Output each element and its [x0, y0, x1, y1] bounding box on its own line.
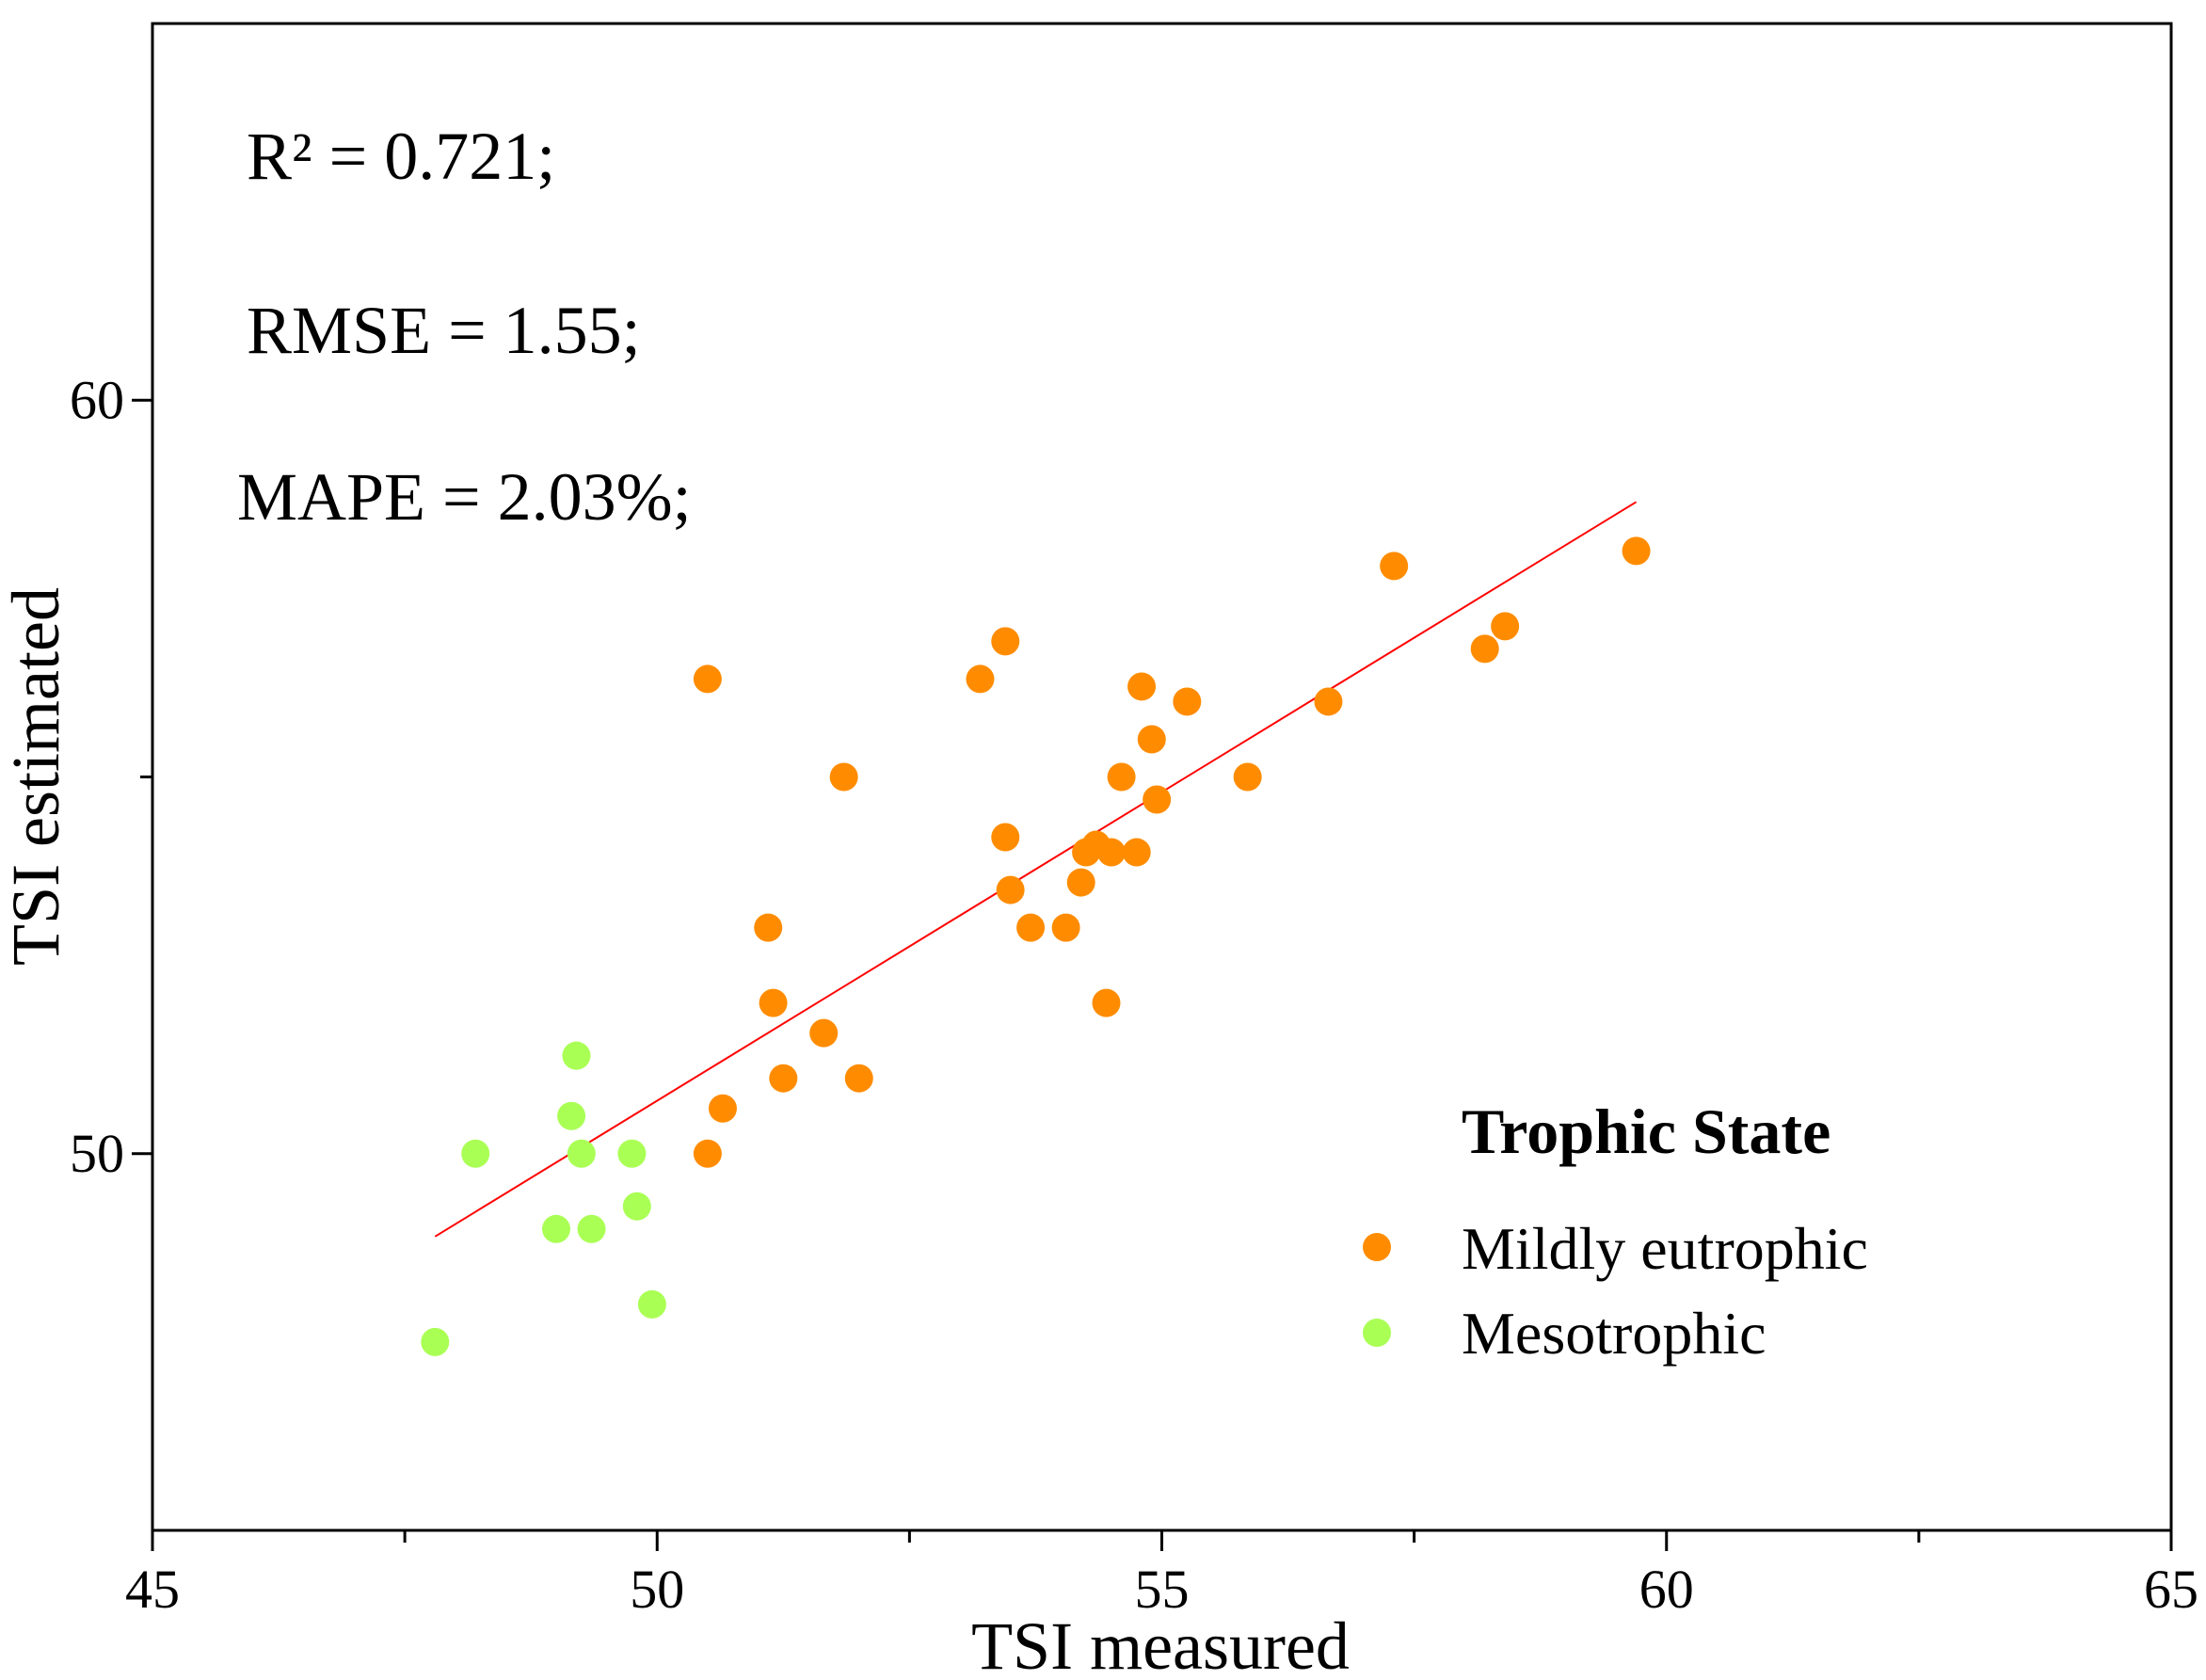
- x-tick-label: 45: [125, 1559, 180, 1620]
- point-mildly-eutrophic: [759, 988, 788, 1017]
- point-mildly-eutrophic: [1127, 672, 1157, 701]
- point-mesotrophic: [577, 1214, 606, 1243]
- point-mildly-eutrophic: [1491, 612, 1520, 641]
- point-mildly-eutrophic: [1016, 913, 1046, 942]
- point-mildly-eutrophic: [991, 823, 1020, 852]
- point-mildly-eutrophic: [693, 1139, 722, 1168]
- x-tick-label: 60: [1639, 1559, 1694, 1620]
- point-mildly-eutrophic: [1143, 785, 1172, 814]
- legend-label-mesotrophic: Mesotrophic: [1462, 1300, 1766, 1367]
- point-mildly-eutrophic: [829, 762, 858, 792]
- point-mildly-eutrophic: [1096, 838, 1126, 867]
- y-tick-label: 60: [70, 369, 124, 430]
- legend-title: Trophic State: [1462, 1096, 1830, 1167]
- point-mildly-eutrophic: [991, 627, 1020, 656]
- y-tick-label: 50: [70, 1123, 124, 1184]
- point-mildly-eutrophic: [1107, 762, 1136, 792]
- legend: Trophic State Mildly eutrophic Mesotroph…: [1363, 1096, 1868, 1367]
- point-mildly-eutrophic: [1380, 552, 1409, 581]
- point-mildly-eutrophic: [1122, 838, 1151, 867]
- regression-line: [434, 501, 1638, 1238]
- x-axis-title: TSI measured: [971, 1608, 1350, 1680]
- point-mildly-eutrophic: [1233, 762, 1262, 792]
- point-mildly-eutrophic: [844, 1064, 873, 1093]
- point-mildly-eutrophic: [1066, 868, 1095, 897]
- x-tick-label: 65: [2144, 1559, 2198, 1620]
- point-mildly-eutrophic: [754, 913, 783, 942]
- regression-line-group: [434, 501, 1638, 1238]
- annotation-rmse: RMSE = 1.55;: [247, 293, 641, 368]
- point-mildly-eutrophic: [1051, 913, 1080, 942]
- point-mildly-eutrophic: [996, 875, 1025, 904]
- legend-swatch-mesotrophic: [1363, 1319, 1391, 1347]
- point-mildly-eutrophic: [1173, 687, 1202, 716]
- plot-frame: [151, 22, 2173, 1532]
- point-mildly-eutrophic: [769, 1064, 798, 1093]
- point-mesotrophic: [617, 1139, 647, 1168]
- annotation-r2: R² = 0.721;: [247, 119, 555, 194]
- axis-ticks: 45 50 55 60 65 50 60: [70, 369, 2198, 1620]
- point-mildly-eutrophic: [1470, 634, 1499, 664]
- point-mesotrophic: [637, 1289, 666, 1319]
- annotation-mape: MAPE = 2.03%;: [237, 459, 692, 535]
- point-mesotrophic: [557, 1101, 586, 1130]
- point-mildly-eutrophic: [1092, 988, 1121, 1017]
- data-points: [421, 536, 1651, 1356]
- y-axis-title: TSI estimated: [0, 587, 73, 966]
- point-mesotrophic: [461, 1139, 490, 1168]
- point-mesotrophic: [421, 1327, 450, 1356]
- point-mesotrophic: [567, 1139, 596, 1168]
- point-mildly-eutrophic: [693, 664, 722, 694]
- point-mildly-eutrophic: [1314, 687, 1343, 716]
- point-mesotrophic: [622, 1192, 651, 1221]
- point-mesotrophic: [562, 1041, 591, 1070]
- point-mildly-eutrophic: [708, 1094, 737, 1123]
- point-mildly-eutrophic: [1137, 725, 1166, 754]
- point-mildly-eutrophic: [809, 1018, 839, 1048]
- legend-swatch-mildly-eutrophic: [1363, 1233, 1391, 1261]
- point-mildly-eutrophic: [1622, 536, 1651, 566]
- legend-label-mildly-eutrophic: Mildly eutrophic: [1462, 1215, 1868, 1282]
- x-tick-label: 50: [630, 1559, 684, 1620]
- point-mesotrophic: [542, 1214, 570, 1243]
- x-tick-label: 55: [1135, 1559, 1190, 1620]
- point-mildly-eutrophic: [966, 664, 995, 694]
